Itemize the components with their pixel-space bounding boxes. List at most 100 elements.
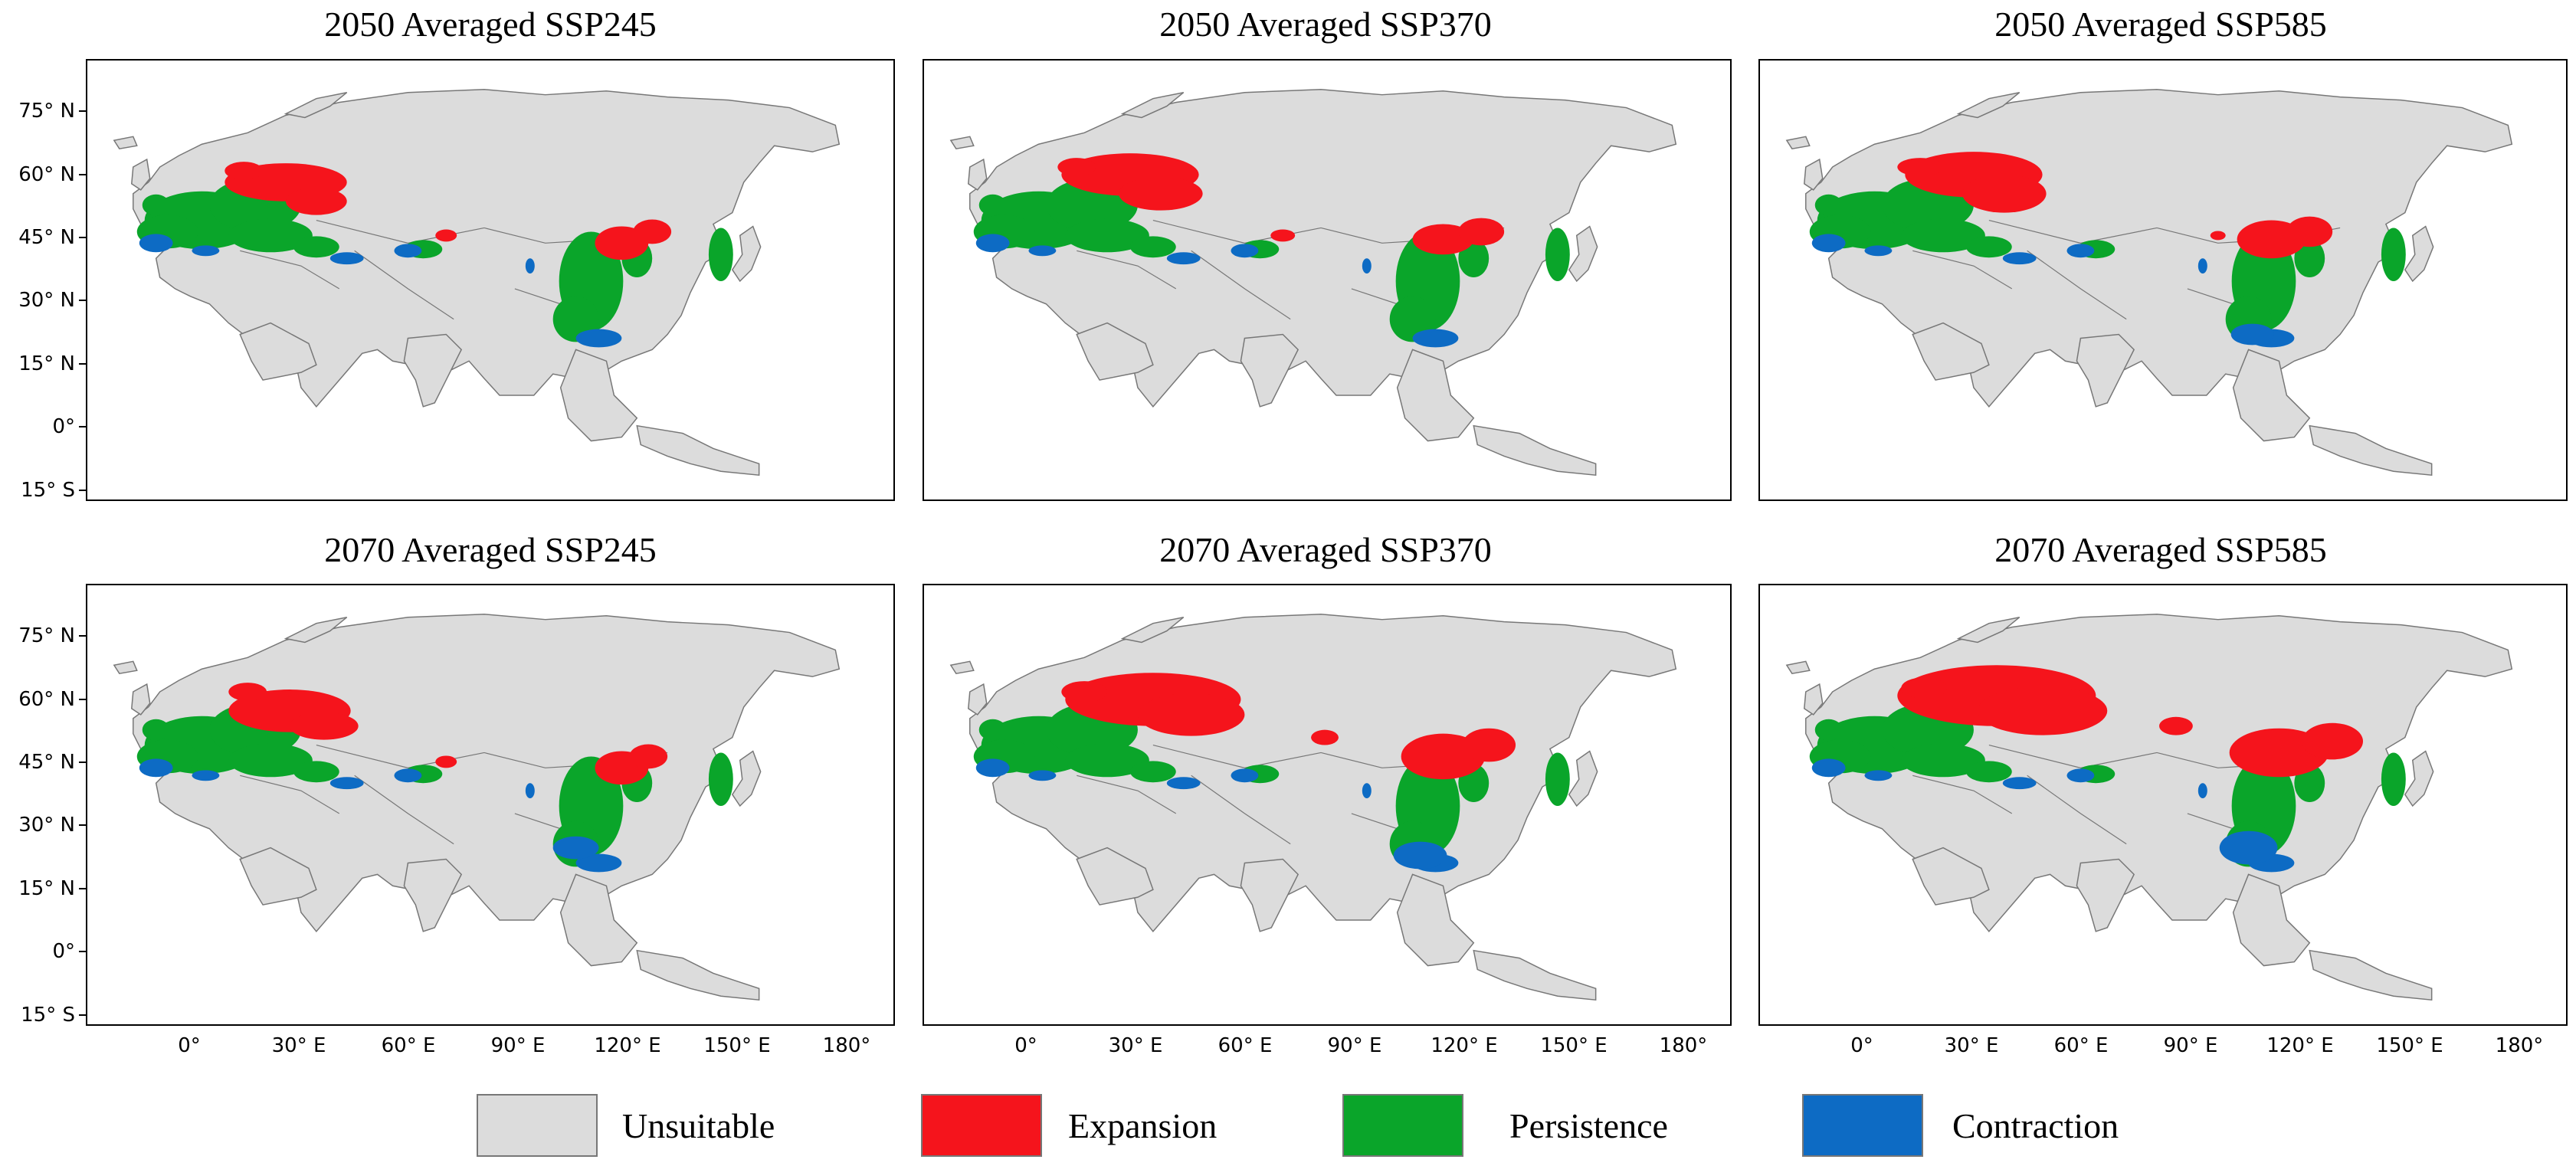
expansion-area [1901,677,1948,699]
contraction-area [1811,234,1846,253]
panel-title-6: 2070 Averaged SSP585 [1994,530,2327,569]
persistence-area [708,228,733,281]
range-change-layer [136,162,733,348]
y-label-15n-top: 15° N [18,352,75,375]
landmass [1805,613,2513,933]
contraction-area [192,245,220,257]
contraction-area [1028,245,1057,257]
landmass [731,750,762,807]
x-label-150e-p6: 150° E [2376,1034,2443,1057]
x-label-0-p6: 0° [1850,1034,1873,1057]
y-label-30n-bottom: 30° N [18,814,75,837]
y-label-45n-top: 45° N [18,226,75,249]
contraction-area [394,244,422,258]
landmass [283,616,348,644]
persistence-area [1965,236,2012,258]
landmass [1396,873,1475,967]
landmass [731,225,762,283]
contraction-area [192,770,220,781]
x-label-180-p6: 180° [2495,1034,2544,1057]
expansion-area [1270,229,1296,242]
landmass [130,683,151,716]
expansion-area [1961,174,2047,213]
expansion-area [629,744,668,769]
contraction-area [575,853,622,873]
map-svg [1785,613,2513,1001]
landmass [1240,333,1299,408]
persistence-area [978,719,1007,741]
expansion-area [1462,728,1516,762]
landmass [2076,858,2135,932]
legend: Unsuitable Expansion Persistence Contrac… [0,1094,2576,1158]
y-label-15s-bottom: 15° S [21,1004,75,1027]
range-change-layer [1809,665,2406,873]
contraction-area [1393,841,1447,870]
x-label-150e-p4: 150° E [703,1034,771,1057]
x-label-90e-p5: 90° E [1327,1034,1382,1057]
persistence-area [1965,761,2012,783]
country-border [1191,250,1291,320]
expansion-area [228,683,267,701]
landmass [1396,349,1475,442]
persistence-area [1901,218,1985,253]
x-label-120e-p5: 120° E [1431,1034,1498,1057]
landmass [1120,91,1185,119]
landmass [1473,424,1597,477]
x-label-60e-p4: 60° E [381,1034,436,1057]
expansion-area [2286,216,2333,247]
country-border [1912,250,2013,290]
landmass [2404,750,2434,807]
country-border [316,219,485,244]
contraction-area [2002,252,2037,265]
persistence-area [1814,719,1843,741]
map-panel-2050-ssp585 [1758,59,2568,501]
persistence-area [1129,236,1176,258]
contraction-area [1362,258,1372,274]
landmass [967,158,988,191]
country-border [240,775,340,814]
y-label-0-bottom: 0° [52,940,75,963]
land-layer [949,88,1677,477]
x-label-90e-p4: 90° E [490,1034,546,1057]
country-border [1988,219,2158,244]
landmass [636,424,760,477]
country-border [1912,775,2013,814]
landmass [1473,949,1597,1001]
x-label-0-p4: 0° [178,1034,201,1057]
persistence-area [142,719,170,741]
legend-label-persistence: Persistence [1509,1106,1668,1145]
legend-swatch-contraction [1802,1094,1923,1157]
contraction-area [1864,770,1893,781]
landmass [1568,750,1598,807]
landmass [1805,88,2513,408]
contraction-area [2197,258,2207,274]
landmass [2309,949,2433,1001]
panel-title-4: 2070 Averaged SSP245 [324,530,657,569]
land-layer [1785,88,2513,477]
landmass [403,333,463,408]
expansion-area [435,755,457,768]
y-label-60n-bottom: 60° N [18,688,75,711]
landmass [1912,847,1990,906]
expansion-area [1119,176,1203,211]
landmass [2232,349,2311,442]
y-label-30n-top: 30° N [18,289,75,312]
land-layer [949,613,1677,1001]
expansion-area [1061,681,1108,703]
landmass [130,158,151,191]
persistence-area [1129,761,1176,783]
land-layer [1785,613,2513,1001]
landmass [2404,225,2434,283]
persistence-area [228,218,313,253]
landmass [113,660,138,675]
contraction-area [1166,252,1201,265]
landmass [113,136,138,150]
persistence-area [1065,743,1149,778]
contraction-area [1362,783,1372,799]
contraction-area [575,329,622,348]
landmass [1240,858,1299,932]
expansion-area [1137,693,1245,736]
legend-label-expansion: Expansion [1068,1106,1218,1145]
landmass [1803,683,1824,716]
country-border [354,250,454,320]
